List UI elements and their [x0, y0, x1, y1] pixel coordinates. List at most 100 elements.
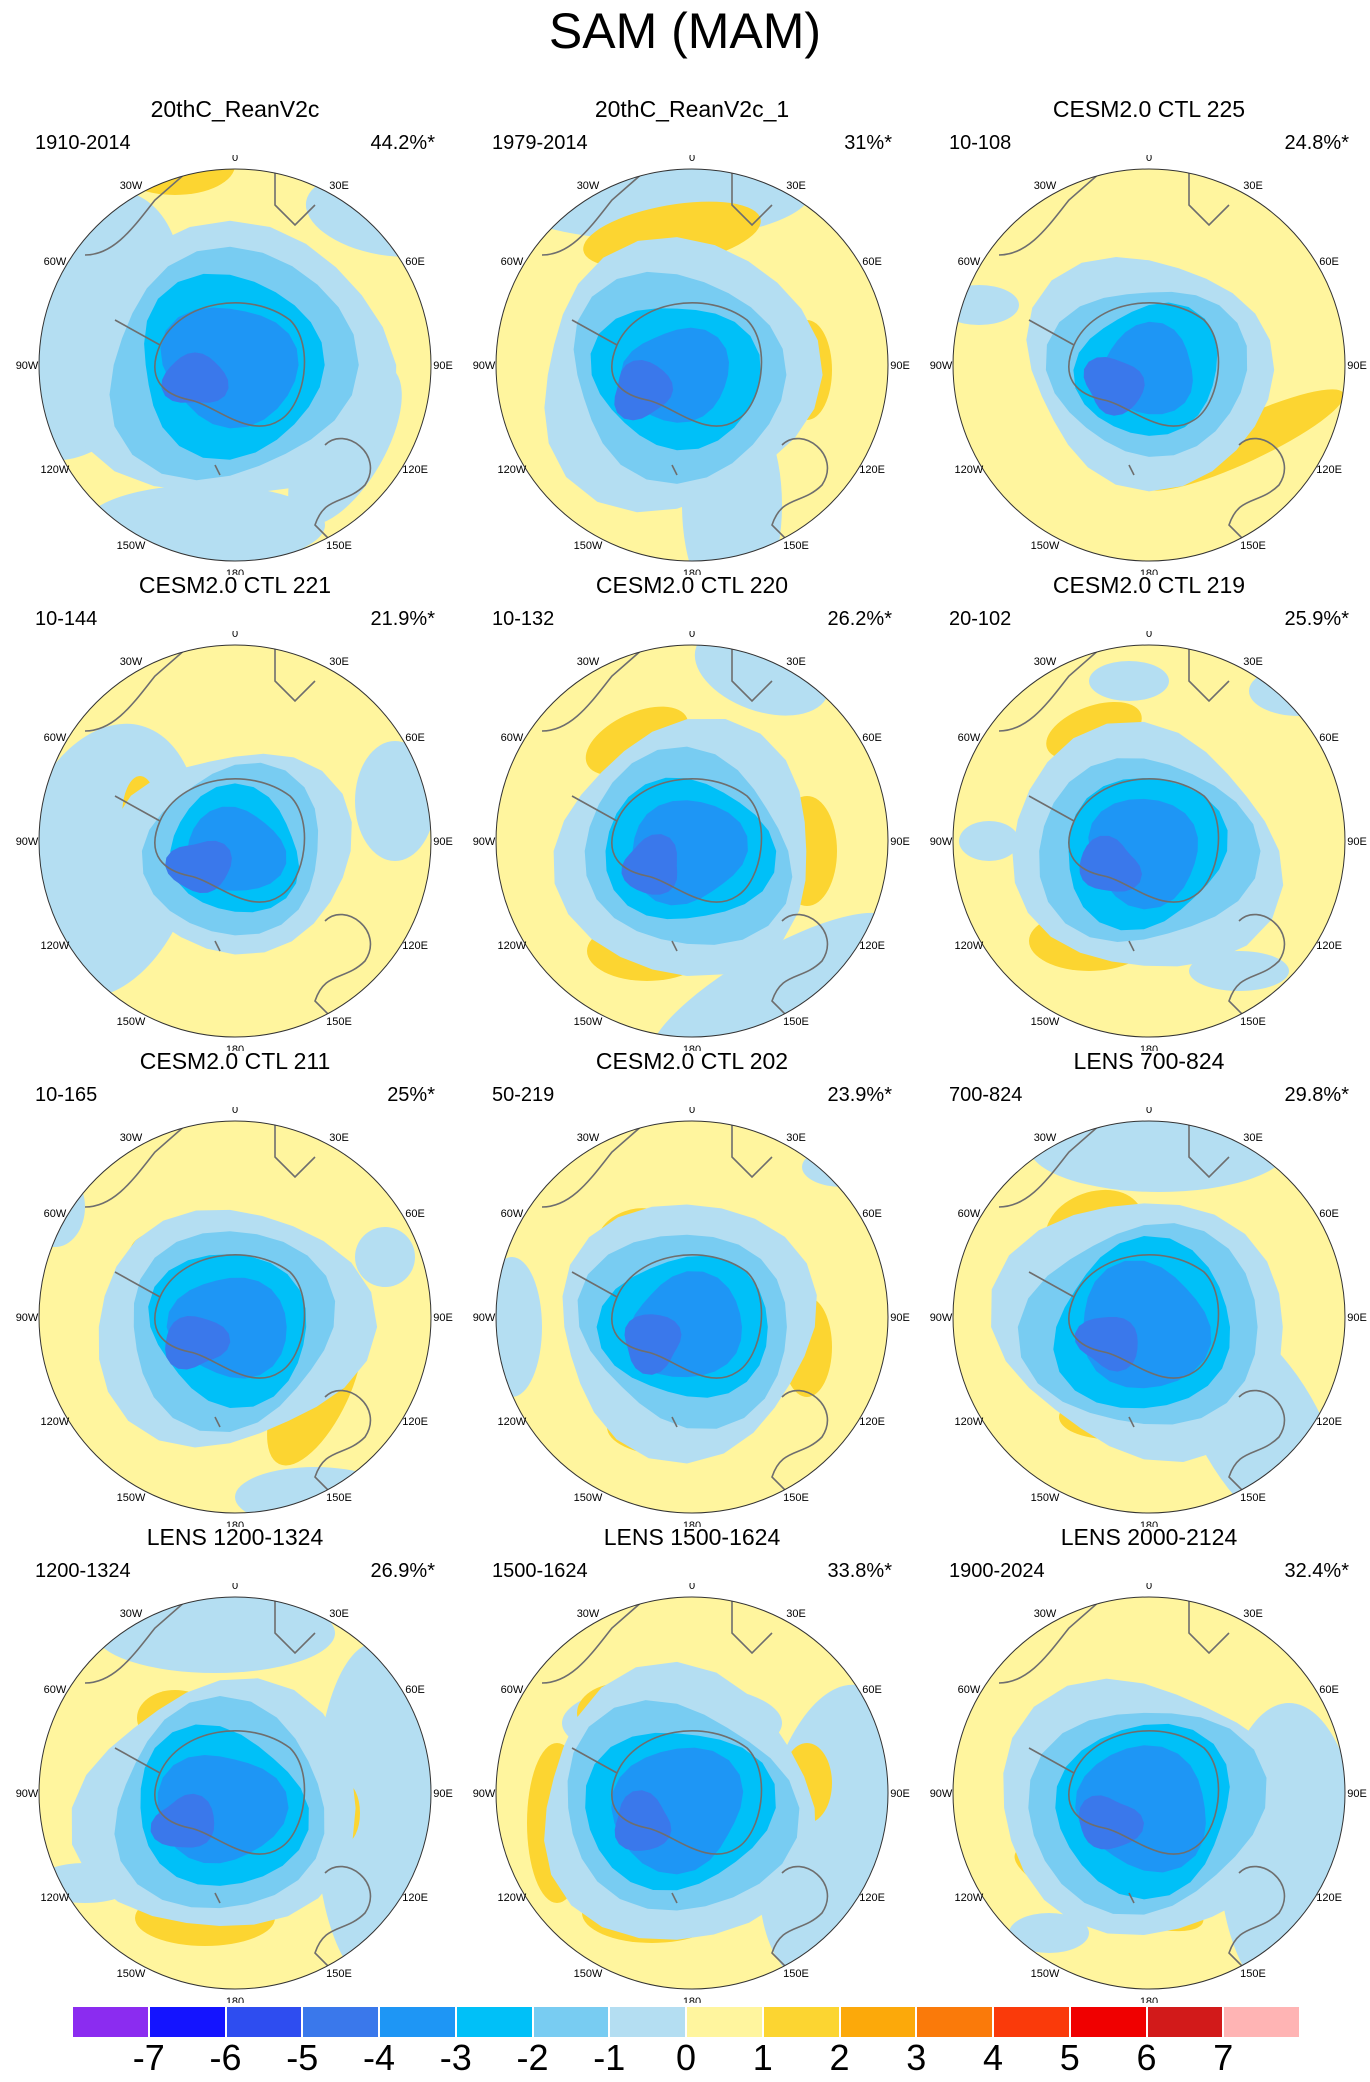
colorbar-swatch: [916, 2006, 993, 2038]
panel-title: CESM2.0 CTL 221: [138, 572, 332, 598]
map-panel: CESM2.0 CTL 202 50-219 23.9%* 0 30E 60E 90E 120…: [472, 1047, 912, 1527]
panel-variance: 26.9%*: [370, 1560, 436, 1582]
longitude-label: 0: [1146, 1583, 1152, 1592]
longitude-label: 120E: [402, 464, 428, 476]
longitude-label: 90W: [16, 1312, 39, 1324]
longitude-label: 30W: [577, 1608, 600, 1620]
longitude-label: 150W: [574, 1492, 603, 1504]
colorbar-label: -2: [516, 2037, 549, 2078]
longitude-label: 180: [226, 1996, 244, 2003]
panel-period: 1979-2014: [492, 132, 588, 154]
panel-period: 10-165: [35, 1084, 98, 1106]
longitude-label: 30W: [120, 656, 143, 668]
longitude-label: 60E: [862, 732, 882, 744]
longitude-label: 180: [1140, 568, 1158, 575]
longitude-label: 90W: [16, 1788, 39, 1800]
longitude-label: 0: [689, 1107, 695, 1116]
longitude-label: 150W: [1031, 1016, 1060, 1028]
colorbar-swatch: [72, 2006, 149, 2038]
panel-period: 700-824: [949, 1084, 1023, 1106]
panel-period: 10-108: [949, 132, 1012, 154]
longitude-label: 120E: [402, 940, 428, 952]
longitude-label: 150E: [326, 1968, 352, 1980]
colorbar-label: 5: [1059, 2037, 1080, 2078]
longitude-label: 30E: [786, 1608, 806, 1620]
longitude-label: 180: [683, 568, 701, 575]
longitude-label: 60W: [958, 732, 981, 744]
longitude-label: 90W: [473, 1312, 496, 1324]
longitude-label: 60W: [958, 256, 981, 268]
longitude-label: 120E: [859, 1416, 885, 1428]
longitude-label: 150W: [117, 1492, 146, 1504]
panel-variance: 32.4%*: [1284, 1560, 1350, 1582]
longitude-label: 120W: [955, 1892, 984, 1904]
map-panel: CESM2.0 CTL 221 10-144 21.9%* 0 30E 60E 90E 120…: [15, 571, 455, 1051]
colorbar-swatch: [1223, 2006, 1300, 2038]
colorbar-label: -5: [286, 2037, 319, 2078]
longitude-label: 0: [1146, 155, 1152, 164]
longitude-label: 150W: [574, 540, 603, 552]
panel-variance: 26.2%*: [827, 608, 893, 630]
panel-variance: 25%*: [387, 1084, 435, 1106]
longitude-label: 120E: [1316, 940, 1342, 952]
main-title: SAM (MAM): [548, 3, 822, 59]
longitude-label: 90E: [1347, 360, 1367, 372]
longitude-label: 30W: [577, 656, 600, 668]
longitude-label: 180: [683, 1044, 701, 1051]
longitude-label: 90E: [433, 836, 453, 848]
polar-map: 0 30E 60E 90E 120E 150E 180 150W 120W 90W 60W 30W: [16, 1583, 453, 2003]
panel-variance: 21.9%*: [370, 608, 436, 630]
longitude-label: 150E: [783, 1968, 809, 1980]
map-panel: LENS 1200-1324 1200-1324 26.9%* 0 30E 60E 90E 1…: [15, 1523, 455, 2003]
panel-variance: 44.2%*: [370, 132, 436, 154]
colorbar-label: -3: [439, 2037, 472, 2078]
longitude-label: 30E: [329, 1132, 349, 1144]
longitude-label: 120E: [1316, 464, 1342, 476]
longitude-label: 120E: [402, 1892, 428, 1904]
longitude-label: 60W: [44, 256, 67, 268]
longitude-label: 30W: [1034, 180, 1057, 192]
colorbar-label: -6: [209, 2037, 242, 2078]
panel-period: 1200-1324: [35, 1560, 131, 1582]
colorbar-label: 6: [1136, 2037, 1157, 2078]
map-panel: 20thC_ReanV2c 1910-2014 44.2%* 0 30E 60E 90E 12…: [15, 95, 455, 575]
colorbar-swatch: [148, 2006, 226, 2038]
longitude-label: 180: [226, 1044, 244, 1051]
longitude-label: 150E: [783, 1492, 809, 1504]
longitude-label: 0: [232, 1583, 238, 1592]
longitude-label: 0: [689, 631, 695, 640]
panel-variance: 33.8%*: [827, 1560, 893, 1582]
longitude-label: 150E: [783, 1016, 809, 1028]
polar-map: 0 30E 60E 90E 120E 150E 180 150W 120W 90W 60W 30W: [930, 155, 1367, 575]
longitude-label: 150E: [326, 1016, 352, 1028]
panel-title: LENS 2000-2124: [1060, 1524, 1238, 1550]
longitude-label: 150W: [117, 540, 146, 552]
colorbar-swatch: [302, 2006, 379, 2038]
polar-map: 0 30E 60E 90E 120E 150E 180 150W 120W 90W 60W 30W: [930, 1107, 1367, 1527]
longitude-label: 90E: [890, 1312, 910, 1324]
panel-period: 1500-1624: [492, 1560, 588, 1582]
longitude-label: 60E: [862, 256, 882, 268]
longitude-label: 30W: [1034, 1132, 1057, 1144]
polar-map: 0 30E 60E 90E 120E 150E 180 150W 120W 90W 60W 30W: [930, 1583, 1367, 2003]
longitude-label: 60W: [501, 256, 524, 268]
longitude-label: 60W: [958, 1208, 981, 1220]
longitude-label: 150W: [1031, 1968, 1060, 1980]
panel-title: LENS 1500-1624: [603, 1524, 781, 1550]
longitude-label: 30W: [1034, 1608, 1057, 1620]
longitude-label: 60W: [44, 1684, 67, 1696]
longitude-label: 120W: [498, 464, 527, 476]
longitude-label: 180: [1140, 1520, 1158, 1527]
polar-map: 0 30E 60E 90E 120E 150E 180 150W 120W 90W 60W 30W: [473, 1583, 910, 2003]
longitude-label: 30E: [1243, 1132, 1263, 1144]
longitude-label: 120E: [402, 1416, 428, 1428]
panel-period: 1900-2024: [949, 1560, 1045, 1582]
panel-variance: 23.9%*: [827, 1084, 893, 1106]
panel-title: CESM2.0 CTL 219: [1052, 572, 1246, 598]
longitude-label: 90E: [890, 360, 910, 372]
colorbar-swatch: [1146, 2006, 1224, 2038]
panel-title: LENS 1200-1324: [146, 1524, 324, 1550]
panel-period: 50-219: [492, 1084, 555, 1106]
longitude-label: 0: [232, 631, 238, 640]
colorbar-label: 2: [829, 2037, 850, 2078]
